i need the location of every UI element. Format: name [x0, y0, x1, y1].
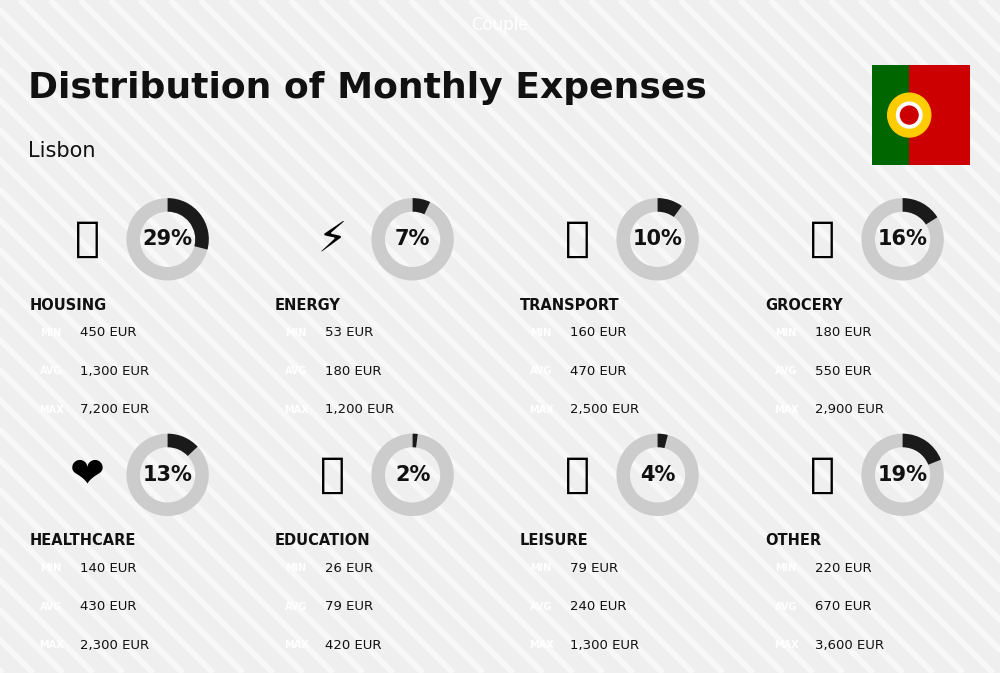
Text: 26 EUR: 26 EUR	[325, 562, 373, 575]
Text: 470 EUR: 470 EUR	[570, 365, 627, 378]
Wedge shape	[616, 198, 699, 281]
Wedge shape	[903, 433, 941, 464]
Circle shape	[896, 102, 922, 128]
Wedge shape	[168, 433, 198, 456]
Text: MAX: MAX	[39, 404, 63, 415]
Text: 430 EUR: 430 EUR	[80, 600, 136, 613]
Text: MAX: MAX	[284, 404, 308, 415]
Text: MAX: MAX	[529, 640, 553, 650]
Wedge shape	[126, 198, 209, 281]
Text: 29%: 29%	[143, 229, 193, 249]
Text: MIN: MIN	[40, 563, 62, 573]
Text: 🎓: 🎓	[320, 454, 345, 496]
Wedge shape	[658, 433, 668, 448]
Text: MIN: MIN	[40, 328, 62, 338]
Text: 3,600 EUR: 3,600 EUR	[815, 639, 884, 651]
Text: 1,300 EUR: 1,300 EUR	[80, 365, 149, 378]
Wedge shape	[413, 433, 418, 448]
Text: 79 EUR: 79 EUR	[325, 600, 373, 613]
Text: AVG: AVG	[775, 602, 797, 612]
Text: 2%: 2%	[395, 465, 430, 485]
Text: ENERGY: ENERGY	[275, 298, 341, 313]
Text: 160 EUR: 160 EUR	[570, 326, 627, 339]
Text: AVG: AVG	[530, 366, 552, 376]
Wedge shape	[371, 433, 454, 516]
Text: 220 EUR: 220 EUR	[815, 562, 872, 575]
Text: TRANSPORT: TRANSPORT	[520, 298, 620, 313]
Text: Couple: Couple	[471, 16, 529, 34]
Bar	[909, 65, 970, 165]
Circle shape	[888, 93, 931, 137]
Text: GROCERY: GROCERY	[765, 298, 843, 313]
Text: 💰: 💰	[810, 454, 835, 496]
Wedge shape	[371, 198, 454, 281]
Text: Distribution of Monthly Expenses: Distribution of Monthly Expenses	[28, 71, 707, 105]
Text: 🛒: 🛒	[810, 218, 835, 260]
Text: 240 EUR: 240 EUR	[570, 600, 627, 613]
Text: ⚡: ⚡	[318, 218, 347, 260]
Text: MIN: MIN	[530, 328, 552, 338]
Text: OTHER: OTHER	[765, 534, 821, 548]
Text: 180 EUR: 180 EUR	[815, 326, 872, 339]
Text: 140 EUR: 140 EUR	[80, 562, 136, 575]
Text: AVG: AVG	[285, 366, 307, 376]
Text: 2,900 EUR: 2,900 EUR	[815, 403, 884, 416]
Text: 53 EUR: 53 EUR	[325, 326, 373, 339]
Text: 420 EUR: 420 EUR	[325, 639, 382, 651]
Text: MAX: MAX	[774, 404, 798, 415]
Text: 1,200 EUR: 1,200 EUR	[325, 403, 394, 416]
Wedge shape	[903, 198, 937, 225]
Text: 7%: 7%	[395, 229, 430, 249]
Text: HEALTHCARE: HEALTHCARE	[30, 534, 136, 548]
Text: Lisbon: Lisbon	[28, 141, 96, 162]
Text: 16%: 16%	[878, 229, 928, 249]
Text: LEISURE: LEISURE	[520, 534, 589, 548]
Text: 🚌: 🚌	[565, 218, 590, 260]
Text: 450 EUR: 450 EUR	[80, 326, 136, 339]
Text: 2,300 EUR: 2,300 EUR	[80, 639, 149, 651]
Text: MAX: MAX	[774, 640, 798, 650]
Text: MAX: MAX	[284, 640, 308, 650]
Text: 7,200 EUR: 7,200 EUR	[80, 403, 149, 416]
Text: AVG: AVG	[775, 366, 797, 376]
Text: 670 EUR: 670 EUR	[815, 600, 872, 613]
Text: 🏢: 🏢	[75, 218, 100, 260]
Text: MIN: MIN	[775, 328, 797, 338]
Text: HOUSING: HOUSING	[30, 298, 107, 313]
Text: 19%: 19%	[878, 465, 928, 485]
Text: EDUCATION: EDUCATION	[275, 534, 371, 548]
Text: 13%: 13%	[143, 465, 193, 485]
Wedge shape	[413, 198, 430, 214]
Text: 10%: 10%	[633, 229, 683, 249]
Wedge shape	[658, 198, 682, 217]
Text: MIN: MIN	[285, 328, 307, 338]
Wedge shape	[861, 433, 944, 516]
Text: MIN: MIN	[285, 563, 307, 573]
Circle shape	[900, 106, 918, 124]
Text: 550 EUR: 550 EUR	[815, 365, 872, 378]
Text: MAX: MAX	[39, 640, 63, 650]
Wedge shape	[616, 433, 699, 516]
Text: MIN: MIN	[530, 563, 552, 573]
Text: AVG: AVG	[40, 366, 62, 376]
Text: MIN: MIN	[775, 563, 797, 573]
Text: 79 EUR: 79 EUR	[570, 562, 618, 575]
Wedge shape	[861, 198, 944, 281]
Wedge shape	[168, 198, 209, 250]
Text: AVG: AVG	[530, 602, 552, 612]
Text: ❤️: ❤️	[70, 454, 105, 496]
Text: 4%: 4%	[640, 465, 675, 485]
Text: 🛍️: 🛍️	[565, 454, 590, 496]
Text: AVG: AVG	[285, 602, 307, 612]
Text: 180 EUR: 180 EUR	[325, 365, 382, 378]
Bar	[872, 65, 909, 165]
Wedge shape	[126, 433, 209, 516]
Text: 2,500 EUR: 2,500 EUR	[570, 403, 639, 416]
Text: AVG: AVG	[40, 602, 62, 612]
Text: MAX: MAX	[529, 404, 553, 415]
Text: 1,300 EUR: 1,300 EUR	[570, 639, 639, 651]
